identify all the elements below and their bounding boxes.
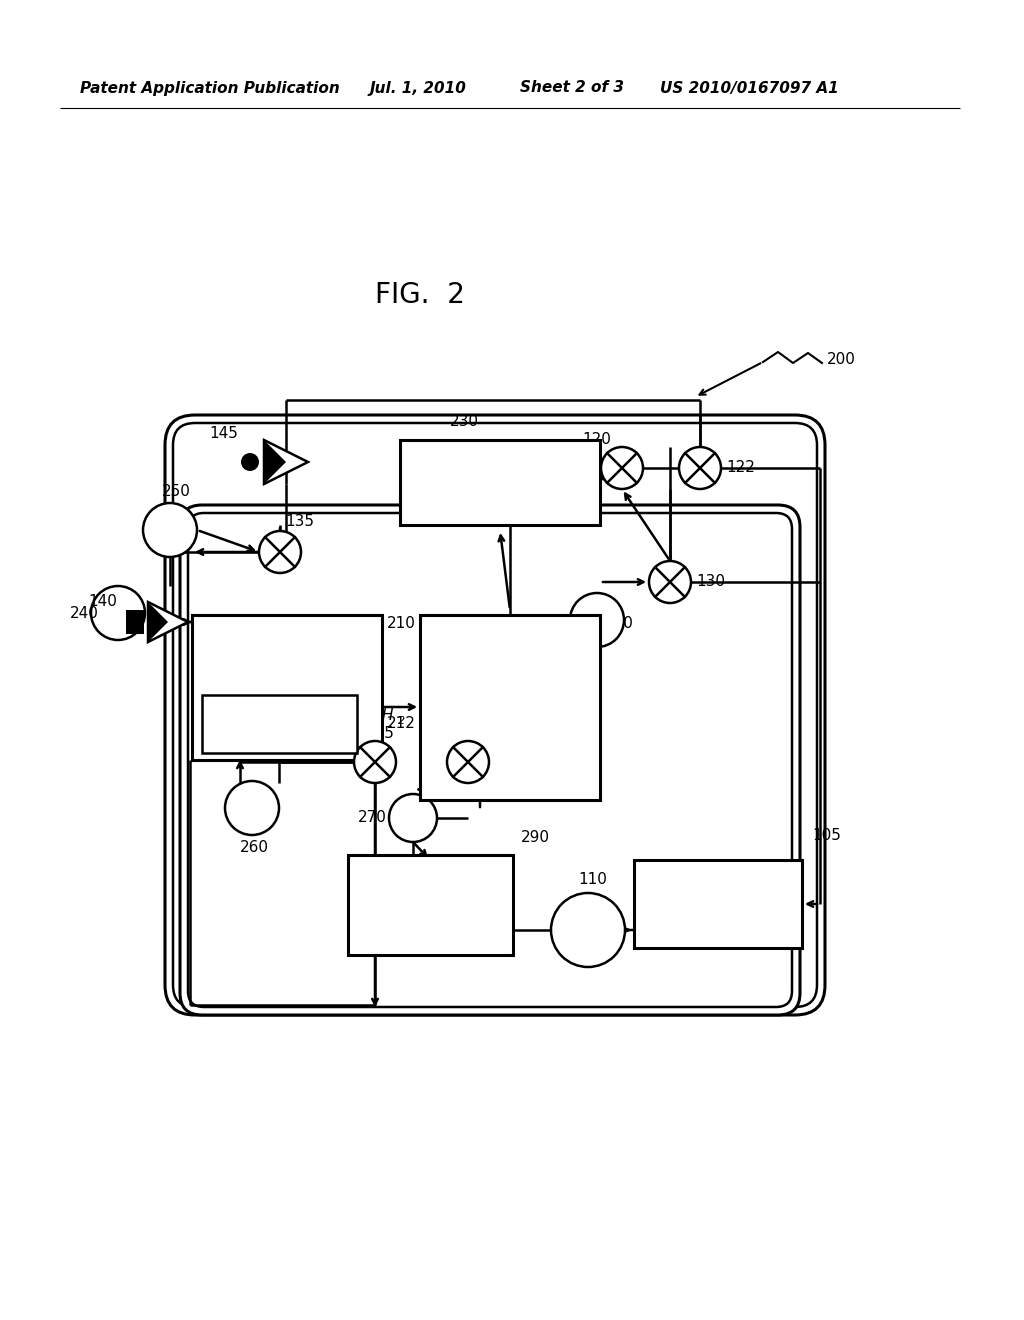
Bar	[400, 440, 600, 525]
Text: 125: 125	[365, 726, 394, 742]
Text: POWER: POWER	[468, 475, 531, 490]
Text: FUEL: FUEL	[265, 690, 308, 705]
Circle shape	[225, 781, 279, 836]
Text: 260: 260	[240, 841, 269, 855]
Polygon shape	[264, 440, 308, 484]
Text: 140: 140	[88, 594, 117, 610]
Polygon shape	[148, 602, 188, 642]
Circle shape	[551, 894, 625, 968]
Text: 122: 122	[726, 461, 755, 475]
Text: 290: 290	[521, 829, 550, 845]
Text: 120: 120	[582, 433, 611, 447]
Circle shape	[601, 447, 643, 488]
Polygon shape	[148, 602, 168, 642]
Circle shape	[649, 561, 691, 603]
Text: Jul. 1, 2010: Jul. 1, 2010	[370, 81, 467, 95]
Text: 212: 212	[387, 717, 416, 731]
Circle shape	[91, 586, 145, 640]
Text: 135: 135	[285, 515, 314, 529]
Text: FIG.  2: FIG. 2	[375, 281, 465, 309]
Text: 115: 115	[476, 726, 505, 742]
Text: BURNER: BURNER	[247, 717, 311, 731]
Text: 200: 200	[827, 352, 856, 367]
Text: Sheet 2 of 3: Sheet 2 of 3	[520, 81, 624, 95]
Text: STORAGE: STORAGE	[678, 907, 759, 921]
Text: PROCESSOR: PROCESSOR	[236, 668, 339, 682]
Text: 220: 220	[605, 615, 634, 631]
Circle shape	[241, 453, 259, 471]
Bar	[202, 696, 357, 752]
FancyBboxPatch shape	[173, 422, 817, 1007]
FancyBboxPatch shape	[165, 414, 825, 1015]
Text: PUMP: PUMP	[570, 925, 606, 935]
Text: Patent Application Publication: Patent Application Publication	[80, 81, 340, 95]
Text: 250: 250	[162, 484, 190, 499]
Text: 210: 210	[387, 615, 416, 631]
Text: CONVERTER: CONVERTER	[449, 457, 551, 473]
Text: US 2010/0167097 A1: US 2010/0167097 A1	[660, 81, 839, 95]
Text: H: H	[382, 708, 393, 722]
Text: 110: 110	[578, 873, 607, 887]
Circle shape	[259, 531, 301, 573]
Circle shape	[354, 741, 396, 783]
Text: 230: 230	[450, 414, 479, 429]
Text: TANK: TANK	[695, 884, 740, 899]
Text: 105: 105	[812, 828, 841, 842]
Text: 145: 145	[209, 426, 238, 441]
Text: STACK: STACK	[482, 700, 538, 715]
Text: 240: 240	[70, 606, 99, 620]
Text: 270: 270	[358, 810, 387, 825]
Text: 280: 280	[555, 651, 584, 665]
Bar	[126, 610, 144, 634]
Circle shape	[447, 741, 489, 783]
Circle shape	[143, 503, 197, 557]
Bar	[420, 615, 600, 800]
Text: 2: 2	[398, 715, 406, 726]
Text: 130: 130	[696, 574, 725, 590]
Text: WATER: WATER	[400, 908, 460, 923]
Text: TANK: TANK	[408, 886, 454, 900]
Bar	[634, 861, 802, 948]
Circle shape	[679, 447, 721, 488]
Polygon shape	[264, 440, 286, 484]
FancyBboxPatch shape	[188, 513, 792, 1007]
FancyBboxPatch shape	[180, 506, 800, 1015]
Bar	[348, 855, 513, 954]
Bar	[193, 615, 382, 760]
Circle shape	[570, 593, 624, 647]
Circle shape	[389, 795, 437, 842]
